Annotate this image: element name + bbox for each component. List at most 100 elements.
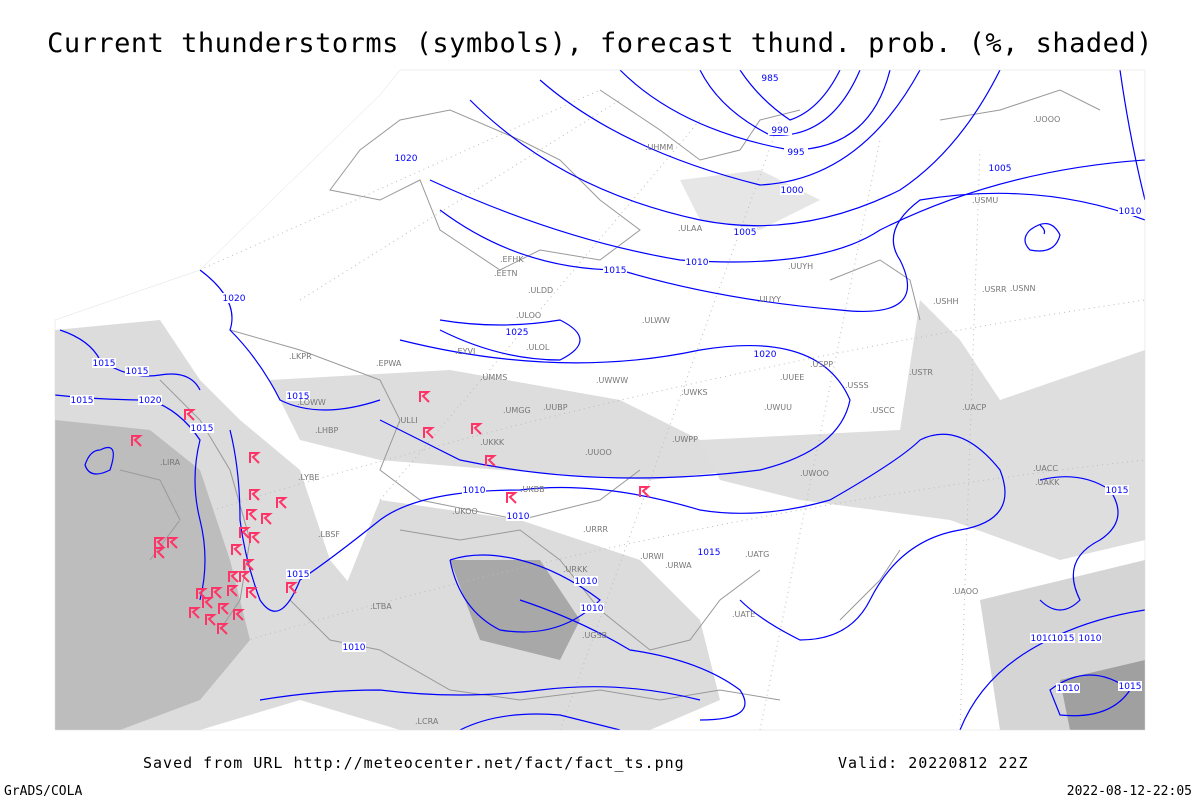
station-label: .LIRA bbox=[160, 458, 181, 467]
station-label: .USSS bbox=[845, 381, 869, 390]
isobar-label: 1015 bbox=[287, 570, 310, 580]
isobar-label-bg bbox=[753, 349, 777, 359]
thunderstorm-symbol bbox=[205, 614, 217, 626]
station-label: .UAKK bbox=[1035, 478, 1060, 487]
isobar-label: 1005 bbox=[989, 164, 1012, 174]
thunderstorm-symbol bbox=[249, 489, 261, 501]
station-label: .UHMM bbox=[645, 143, 673, 152]
station-label: .ULOO bbox=[516, 311, 541, 320]
station-label: .URWA bbox=[665, 561, 692, 570]
isobar-label-bg bbox=[462, 485, 486, 495]
station-label: .URKK bbox=[563, 565, 588, 574]
isobar-label-bg bbox=[92, 358, 116, 368]
thunderstorm-symbol bbox=[227, 585, 239, 597]
isobar-label-bg bbox=[70, 395, 94, 405]
station-label: .LKPR bbox=[289, 352, 312, 361]
isobar-label: 990 bbox=[771, 126, 788, 136]
isobar-label: 1000 bbox=[781, 186, 804, 196]
thunderstorm-symbol bbox=[189, 607, 201, 619]
isobar-label-bg bbox=[286, 391, 310, 401]
isobar-label-bg bbox=[697, 547, 721, 557]
station-label: .URRR bbox=[583, 525, 609, 534]
map-title: Current thunderstorms (symbols), forecas… bbox=[47, 28, 1153, 59]
isobar-label-bg bbox=[780, 185, 804, 195]
isobar-label-bg bbox=[505, 327, 529, 337]
thunderstorm-symbol bbox=[202, 597, 214, 609]
isobar-label: 1020 bbox=[754, 350, 777, 360]
station-label: .UWUU bbox=[764, 403, 792, 412]
station-label: .UWOO bbox=[800, 469, 829, 478]
map-border bbox=[54, 69, 1146, 731]
station-label: .UKOO bbox=[452, 507, 478, 516]
isobar-label: 1015 bbox=[126, 367, 149, 377]
thunderstorm-symbol bbox=[233, 609, 245, 621]
isobar-label: 1015 bbox=[1106, 486, 1129, 496]
isobar-label: 1010 bbox=[1119, 207, 1142, 217]
isobar-label: 1015 bbox=[71, 396, 94, 406]
station-label: .USHH bbox=[933, 297, 959, 306]
station-label: .UMGG bbox=[503, 406, 531, 415]
isobar-label-bg bbox=[1056, 683, 1080, 693]
isobar-label: 1010 bbox=[1057, 684, 1080, 694]
thunderstorm-symbol bbox=[261, 513, 273, 525]
thunderstorm-symbol bbox=[249, 532, 261, 544]
thunderstorm-symbol bbox=[154, 547, 166, 559]
station-label: .USTR bbox=[909, 368, 933, 377]
station-label: .UUEE bbox=[780, 373, 804, 382]
thunderstorm-symbol bbox=[218, 603, 230, 615]
isobar-label-bg bbox=[1105, 485, 1129, 495]
station-label: .EETN bbox=[494, 269, 518, 278]
isobar-label-bg bbox=[1078, 633, 1102, 643]
station-label: .UUBP bbox=[543, 403, 568, 412]
isobar-label: 1005 bbox=[734, 228, 757, 238]
station-label: .UACC bbox=[1033, 464, 1058, 473]
thunderstorm-symbol bbox=[286, 582, 298, 594]
isobar-label: 1015 bbox=[191, 424, 214, 434]
isobar-label-bg bbox=[1118, 206, 1142, 216]
station-label: .EYVI bbox=[455, 347, 475, 356]
thunderstorm-symbol bbox=[231, 544, 243, 556]
station-label: .ULLI bbox=[398, 416, 418, 425]
station-label: .USRR bbox=[982, 285, 1007, 294]
isobar-label-bg bbox=[768, 125, 792, 135]
software-credit: GrADS/COLA bbox=[4, 784, 83, 799]
thunderstorm-symbol bbox=[485, 455, 497, 467]
thunderstorm-symbol bbox=[471, 423, 483, 435]
isobar-label-bg bbox=[190, 423, 214, 433]
station-label: .UUOO bbox=[585, 448, 612, 457]
thunderstorm-symbol bbox=[131, 435, 143, 447]
station-label: .UGSB bbox=[582, 631, 607, 640]
station-label: .ULOL bbox=[526, 343, 550, 352]
station-label: .UWPP bbox=[672, 435, 698, 444]
isobar-label-bg bbox=[758, 73, 782, 83]
station-label: .ULWW bbox=[642, 316, 670, 325]
isobar-label: 1015 bbox=[1052, 634, 1075, 644]
thunderstorm-symbol bbox=[246, 587, 258, 599]
isobar-label-bg bbox=[222, 293, 246, 303]
station-label: .UMMS bbox=[480, 373, 507, 382]
station-label: .LHBP bbox=[315, 426, 339, 435]
thunderstorm-symbol bbox=[154, 537, 166, 549]
isobar-label: 1010 bbox=[343, 643, 366, 653]
station-label: .UUYH bbox=[788, 262, 813, 271]
thunderstorm-symbol bbox=[217, 623, 229, 635]
station-label: .UKKK bbox=[480, 438, 505, 447]
isobar-label-bg bbox=[784, 147, 808, 157]
station-label: .UATG bbox=[745, 550, 769, 559]
thunderstorm-symbol bbox=[239, 527, 251, 539]
station-label: .USNN bbox=[1010, 284, 1035, 293]
isobar-label-bg bbox=[1051, 633, 1075, 643]
isobar-label-bg bbox=[1118, 681, 1142, 691]
isobar-label: 1010 bbox=[1079, 634, 1102, 644]
thunderstorm-symbol bbox=[243, 559, 255, 571]
isobar-label-bg bbox=[574, 576, 598, 586]
isobar-label: 1010 bbox=[581, 604, 604, 614]
station-label: .UATE bbox=[732, 610, 755, 619]
thunderstorm-symbol bbox=[506, 492, 518, 504]
isobar-label-bg bbox=[342, 642, 366, 652]
station-label: .UWWW bbox=[596, 376, 628, 385]
isobar-label: 1020 bbox=[395, 154, 418, 164]
isobar-label: 1020 bbox=[223, 294, 246, 304]
station-label: .ULAA bbox=[678, 224, 703, 233]
